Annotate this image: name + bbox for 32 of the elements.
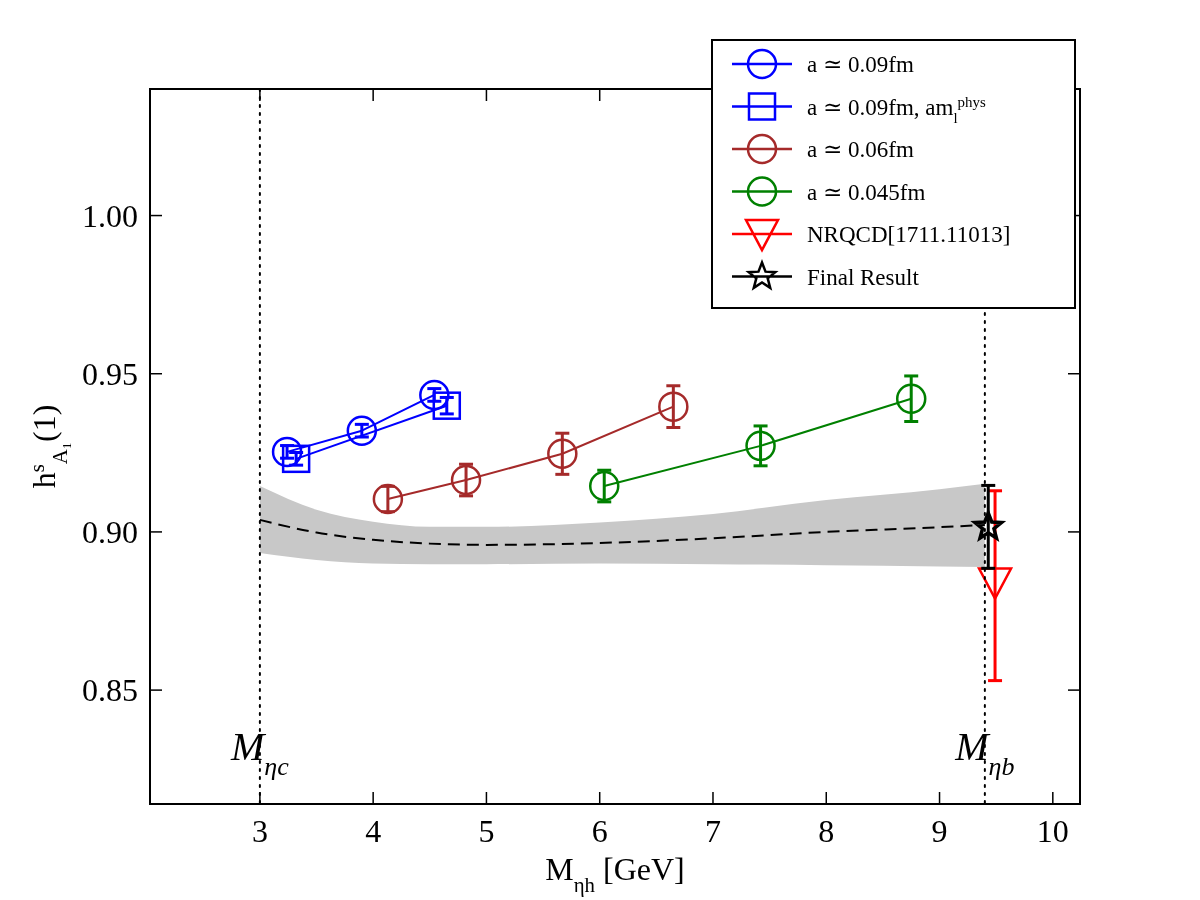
y-tick-label: 0.85 (82, 672, 138, 709)
point (432, 391, 462, 420)
legend-label: Final Result (807, 264, 920, 290)
point (745, 430, 776, 462)
y-tick-label: 1.00 (82, 197, 138, 234)
point (895, 383, 927, 414)
x-tick-label: 7 (704, 813, 721, 849)
x-tick-label: 5 (478, 813, 495, 849)
point (346, 415, 378, 446)
legend-label: a ≃ 0.045fm (807, 179, 926, 205)
ref-line-label: M$_{ηc}$ (229, 724, 290, 781)
legend-label: a ≃ 0.09fm (807, 52, 914, 77)
point (271, 436, 303, 468)
point (450, 464, 482, 496)
x-tick-label: 9 (931, 813, 948, 849)
ref-line-label: M$_{ηb}$ (954, 724, 1015, 781)
legend-label: a ≃ 0.06fm (807, 137, 914, 162)
x-tick-label: 6 (591, 813, 608, 849)
x-tick-label: 10 (1036, 813, 1069, 849)
y-tick-label: 0.95 (82, 355, 138, 392)
y-tick-label: 0.90 (82, 513, 138, 550)
x-tick-label: 8 (818, 813, 835, 849)
legend-label: NRQCD[1711.11013] (807, 222, 1011, 247)
point (281, 444, 311, 474)
x-tick-label: 4 (365, 813, 382, 849)
x-axis-title: M$_{ηh}$ [GeV] (545, 851, 685, 897)
point (547, 438, 578, 470)
point (419, 379, 450, 411)
point (588, 470, 620, 502)
x-tick-label: 3 (251, 813, 268, 849)
point (372, 483, 404, 515)
point (658, 391, 689, 422)
